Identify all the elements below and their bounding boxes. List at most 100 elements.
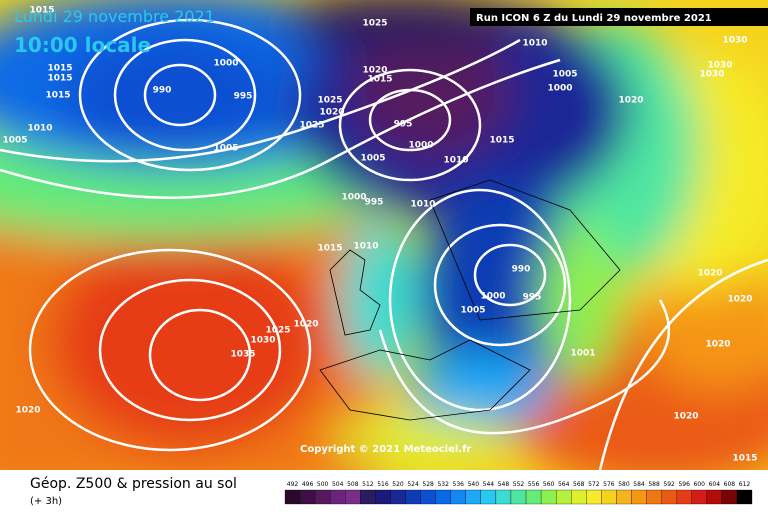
isobar-label: 1015 bbox=[367, 75, 392, 85]
scale-label: 556 bbox=[528, 481, 540, 488]
isobar-label: 1010 bbox=[410, 200, 435, 210]
isobar-label: 1020 bbox=[705, 340, 730, 350]
isobar-label: 1030 bbox=[722, 36, 747, 46]
isobar-label: 1000 bbox=[547, 84, 572, 94]
scale-label: 596 bbox=[678, 481, 690, 488]
scale-label: 600 bbox=[694, 481, 706, 488]
scale-swatch bbox=[676, 489, 692, 505]
scale-label: 492 bbox=[287, 481, 299, 488]
scale-swatch bbox=[420, 489, 436, 505]
isobar-label: 1030 bbox=[250, 336, 275, 346]
scale-swatch bbox=[360, 489, 376, 505]
scale-label: 532 bbox=[437, 481, 449, 488]
scale-label: 544 bbox=[483, 481, 495, 488]
scale-label: 540 bbox=[468, 481, 480, 488]
isobar-label: 1020 bbox=[362, 66, 387, 76]
scale-label: 604 bbox=[709, 481, 721, 488]
isobar-label: 1005 bbox=[2, 136, 27, 146]
isobar-label: 995 bbox=[523, 293, 542, 303]
isobar-label: 1020 bbox=[673, 412, 698, 422]
scale-swatch bbox=[510, 489, 527, 505]
scale-label: 536 bbox=[453, 481, 465, 488]
isobar-label: 1015 bbox=[732, 454, 757, 464]
isobar-label: 1025 bbox=[299, 121, 324, 131]
isobar-label: 1020 bbox=[15, 406, 40, 416]
isobar-label: 990 bbox=[153, 86, 172, 96]
isobar-label: 1020 bbox=[618, 96, 643, 106]
isobar-label: 1015 bbox=[29, 6, 54, 16]
scale-swatch bbox=[330, 489, 346, 505]
scale-label: 520 bbox=[392, 481, 404, 488]
scale-swatch bbox=[661, 489, 677, 505]
scale-label: 504 bbox=[332, 481, 344, 488]
isobar-label: 1025 bbox=[317, 96, 342, 106]
scale-label: 524 bbox=[407, 481, 419, 488]
isobar-labels: 1015101510151015101010059901000995100510… bbox=[2, 6, 757, 464]
isobar-label: 1015 bbox=[489, 136, 514, 146]
scale-label: 584 bbox=[633, 481, 645, 488]
isobar-label: 1010 bbox=[443, 156, 468, 166]
isobar-label: 1035 bbox=[230, 350, 255, 360]
isobar-label: 1010 bbox=[353, 242, 378, 252]
isobar-label: 1020 bbox=[697, 269, 722, 279]
isobar-label: 1000 bbox=[480, 292, 505, 302]
scale-swatch bbox=[586, 489, 602, 505]
scale-swatch bbox=[314, 489, 331, 505]
isobar-label: 995 bbox=[394, 120, 413, 130]
scale-swatch bbox=[691, 489, 707, 505]
isobar-label: 1015 bbox=[47, 74, 72, 84]
scale-swatch bbox=[480, 489, 497, 505]
isobar-label: 1005 bbox=[460, 306, 485, 316]
run-text: Run ICON 6 Z du Lundi 29 novembre 2021 bbox=[476, 13, 712, 24]
scale-label: 588 bbox=[648, 481, 660, 488]
run-box bbox=[470, 8, 768, 26]
scale-swatch bbox=[736, 489, 753, 505]
scale-swatch bbox=[571, 489, 587, 505]
isobar-label: 1005 bbox=[360, 154, 385, 164]
scale-label: 568 bbox=[573, 481, 585, 488]
scale-swatch bbox=[435, 489, 451, 505]
isobar-label: 1005 bbox=[213, 144, 238, 154]
isobars bbox=[0, 18, 768, 470]
scale-swatch bbox=[721, 489, 738, 505]
scale-label: 612 bbox=[739, 481, 751, 488]
isobar-label: 1000 bbox=[341, 193, 366, 203]
scale-swatch bbox=[495, 489, 512, 505]
isobar-label: 1001 bbox=[570, 349, 595, 359]
scale-swatch bbox=[540, 489, 557, 505]
scale-swatch bbox=[556, 489, 572, 505]
scale-swatch bbox=[375, 489, 391, 505]
isobar-label: 995 bbox=[234, 92, 253, 102]
map: 1015101510151015101010059901000995100510… bbox=[0, 0, 768, 470]
isobar-label: 1020 bbox=[727, 295, 752, 305]
scale-label: 576 bbox=[603, 481, 615, 488]
footer-lead: (+ 3h) bbox=[30, 496, 62, 507]
scale-label: 528 bbox=[422, 481, 434, 488]
scale-swatch bbox=[299, 489, 316, 505]
scale-label: 564 bbox=[558, 481, 570, 488]
coastlines bbox=[319, 179, 621, 421]
time-text: 10:00 locale bbox=[14, 33, 151, 57]
scale-swatch bbox=[284, 489, 301, 505]
isobar-label: 1015 bbox=[45, 91, 70, 101]
footer-title: Géop. Z500 & pression au sol bbox=[30, 476, 237, 492]
isobar-label: 1025 bbox=[265, 326, 290, 336]
scale-label: 496 bbox=[302, 481, 314, 488]
isobar-label: 1010 bbox=[522, 39, 547, 49]
date-text: Lundi 29 novembre 2021 bbox=[14, 7, 215, 26]
scale-swatch bbox=[601, 489, 617, 505]
scale-swatch bbox=[450, 489, 466, 505]
scale-label: 608 bbox=[724, 481, 736, 488]
isobar-label: 1000 bbox=[213, 59, 238, 69]
scale-label: 560 bbox=[543, 481, 555, 488]
scale-swatch bbox=[646, 489, 662, 505]
scale-swatch bbox=[706, 489, 723, 505]
scale-swatch bbox=[525, 489, 542, 505]
isobar-label: 1020 bbox=[319, 108, 344, 118]
isobar-label: 1015 bbox=[317, 244, 342, 254]
isobar-label: 1010 bbox=[27, 124, 52, 134]
scale-label: 552 bbox=[513, 481, 525, 488]
scale-label: 508 bbox=[347, 481, 359, 488]
isobar-label: 1025 bbox=[362, 19, 387, 29]
